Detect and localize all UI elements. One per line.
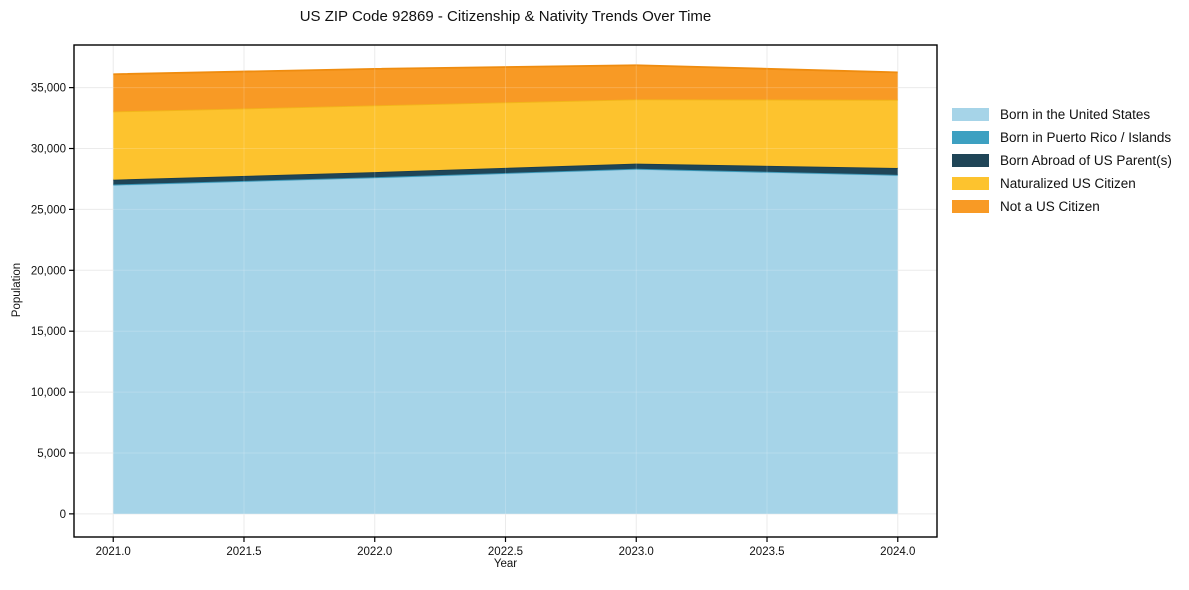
legend-swatch bbox=[952, 108, 989, 121]
y-axis-label: Population bbox=[11, 262, 23, 318]
legend-label: Born in Puerto Rico / Islands bbox=[1000, 130, 1172, 145]
x-tick-label: 2022.0 bbox=[357, 546, 392, 558]
y-tick-label: 0 bbox=[60, 509, 66, 521]
legend-label: Born in the United States bbox=[1000, 107, 1151, 122]
legend-swatch bbox=[952, 200, 989, 213]
legend-swatch bbox=[952, 131, 989, 144]
y-tick-label: 15,000 bbox=[31, 326, 66, 338]
y-tick-label: 5,000 bbox=[37, 448, 66, 460]
legend-label: Born Abroad of US Parent(s) bbox=[1000, 153, 1172, 168]
x-tick-label: 2022.5 bbox=[488, 546, 523, 558]
area-series-0 bbox=[113, 169, 898, 514]
y-tick-label: 10,000 bbox=[31, 387, 66, 399]
y-tick-label: 30,000 bbox=[31, 144, 66, 156]
legend-item: Born in Puerto Rico / Islands bbox=[952, 130, 1172, 145]
legend-item: Not a US Citizen bbox=[952, 199, 1172, 214]
x-tick-label: 2023.5 bbox=[749, 546, 784, 558]
y-tick-label: 25,000 bbox=[31, 204, 66, 216]
area-series-2 bbox=[113, 163, 898, 185]
x-tick-label: 2024.0 bbox=[880, 546, 915, 558]
legend: Born in the United States Born in Puerto … bbox=[952, 107, 1172, 214]
y-tick-label: 35,000 bbox=[31, 83, 66, 95]
y-tick-label: 20,000 bbox=[31, 265, 66, 277]
x-tick-label: 2021.0 bbox=[96, 546, 131, 558]
chart-title: US ZIP Code 92869 - Citizenship & Nativi… bbox=[299, 8, 712, 25]
x-axis-label: Year bbox=[493, 558, 518, 570]
x-tick-label: 2021.5 bbox=[226, 546, 261, 558]
legend-label: Naturalized US Citizen bbox=[1000, 176, 1136, 191]
legend-item: Naturalized US Citizen bbox=[952, 176, 1172, 191]
area-series-4-edge bbox=[113, 64, 898, 76]
area-series-4 bbox=[113, 65, 898, 112]
legend-item: Born in the United States bbox=[952, 107, 1172, 122]
legend-swatch bbox=[952, 177, 989, 190]
legend-label: Not a US Citizen bbox=[1000, 199, 1100, 214]
area-series-3 bbox=[113, 99, 898, 180]
legend-swatch bbox=[952, 154, 989, 167]
x-tick-label: 2023.0 bbox=[619, 546, 654, 558]
legend-item: Born Abroad of US Parent(s) bbox=[952, 153, 1172, 168]
